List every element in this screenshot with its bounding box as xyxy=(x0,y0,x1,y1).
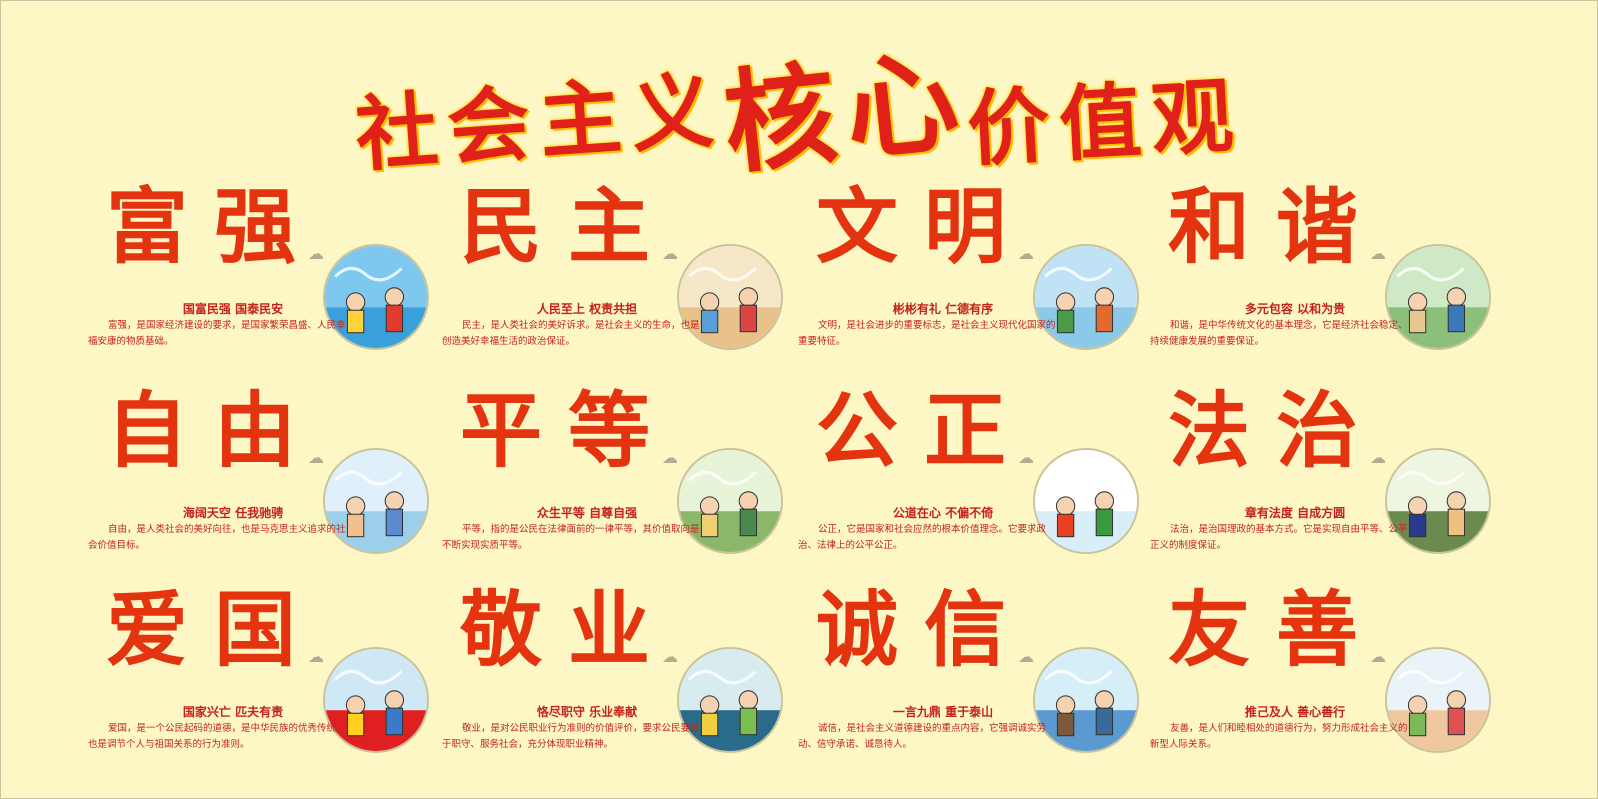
cloud-icon: ☁ xyxy=(662,448,678,467)
rocket-monument-illustration xyxy=(323,244,429,350)
cloud-icon: ☁ xyxy=(1370,647,1386,666)
cloud-icon: ☁ xyxy=(1370,244,1386,263)
value-description: 文明，是社会进步的重要标志，是社会主义现代化国家的重要特征。 xyxy=(798,320,1056,347)
value-description: 爱国，是一个公民起码的道德，是中华民族的优秀传统，也是调节个人与祖国关系的行为准… xyxy=(88,723,346,750)
value-title: 爱国 xyxy=(106,583,323,678)
value-description: 公正，它是国家和社会应然的根本价值理念。它要求政治、法律上的公平公正。 xyxy=(798,524,1047,551)
title-part-3: 价值观 xyxy=(965,67,1246,179)
value-title: 诚信 xyxy=(816,583,1033,678)
cloud-icon: ☁ xyxy=(308,448,324,467)
police-elder-illustration xyxy=(1385,448,1491,554)
value-title: 富强 xyxy=(106,180,323,275)
value-description: 敬业，是对公民职业行为准则的价值评价，要求公民要忠于职守、服务社会，充分体现职业… xyxy=(442,723,700,750)
value-description: 法治，是治国理政的基本方式。它是实现自由平等、公平正义的制度保证。 xyxy=(1150,524,1408,551)
value-motto: 国家兴亡 匹夫有责 xyxy=(182,705,284,719)
cloud-icon: ☁ xyxy=(308,647,324,666)
value-description: 和谐，是中华传统文化的基本理念，它是经济社会稳定、持续健康发展的重要保证。 xyxy=(1150,320,1408,347)
value-motto: 一言九鼎 重于泰山 xyxy=(892,705,994,719)
value-title: 法治 xyxy=(1168,384,1385,479)
value-motto: 国富民强 国泰民安 xyxy=(182,302,284,316)
title-part-2: 核心 xyxy=(717,34,975,191)
value-motto: 彬彬有礼 仁德有序 xyxy=(892,302,994,316)
value-motto: 海阔天空 任我驰骋 xyxy=(182,506,284,520)
value-card: 诚信 ☁ 一言九鼎 重于泰山 诚信，是社会主义道德建设的重点内容，它强调诚实劳动… xyxy=(798,585,1158,785)
value-description: 诚信，是社会主义道德建设的重点内容，它强调诚实劳动、信守承诺、诚恳待人。 xyxy=(798,723,1047,750)
value-card: 自由 ☁ 海阔天空 任我驰骋 自由，是人类社会的美好向往，也是马克思主义追求的社… xyxy=(88,386,448,586)
value-motto: 多元包容 以和为贵 xyxy=(1244,302,1346,316)
value-card: 公正 ☁ 公道在心 不偏不倚 公正，它是国家和社会应然的根本价值理念。它要求政治… xyxy=(798,386,1158,586)
value-title: 文明 xyxy=(816,180,1033,275)
value-description: 民主，是人类社会的美好诉求。是社会主义的生命，也是创造美好幸福生活的政治保证。 xyxy=(442,320,700,347)
shield-crowd-illustration xyxy=(1033,448,1139,554)
handshake-illustration xyxy=(1033,647,1139,753)
cloud-icon: ☁ xyxy=(1370,448,1386,467)
value-card: 和谐 ☁ 多元包容 以和为贵 和谐，是中华传统文化的基本理念，它是经济社会稳定、… xyxy=(1150,182,1510,382)
value-motto: 人民至上 权责共担 xyxy=(536,302,638,316)
value-motto: 恪尽职守 乐业奉献 xyxy=(536,705,638,719)
value-card: 民主 ☁ 人民至上 权责共担 民主，是人类社会的美好诉求。是社会主义的生命，也是… xyxy=(442,182,802,382)
value-title: 友善 xyxy=(1168,583,1385,678)
balance-scale-illustration xyxy=(677,448,783,554)
cloud-icon: ☁ xyxy=(662,647,678,666)
value-title: 民主 xyxy=(460,180,677,275)
value-card: 平等 ☁ 众生平等 自尊自强 平等，指的是公民在法律面前的一律平等，其价值取向是… xyxy=(442,386,802,586)
workers-illustration xyxy=(677,647,783,753)
value-motto: 章有法度 自成方圆 xyxy=(1244,506,1346,520)
page-title: 社会主义核心价值观 xyxy=(0,22,1598,191)
value-title: 自由 xyxy=(106,384,323,479)
flag-salute-illustration xyxy=(323,647,429,753)
value-title: 和谐 xyxy=(1168,180,1385,275)
value-title: 敬业 xyxy=(460,583,677,678)
cloud-icon: ☁ xyxy=(662,244,678,263)
value-card: 敬业 ☁ 恪尽职守 乐业奉献 敬业，是对公民职业行为准则的价值评价，要求公民要忠… xyxy=(442,585,802,785)
value-card: 爱国 ☁ 国家兴亡 匹夫有责 爱国，是一个公民起码的道德，是中华民族的优秀传统，… xyxy=(88,585,448,785)
people-voting-illustration xyxy=(677,244,783,350)
value-card: 友善 ☁ 推己及人 善心善行 友善，是人们和睦相处的道德行为，努力形成社会主义的… xyxy=(1150,585,1510,785)
value-motto: 推己及人 善心善行 xyxy=(1244,705,1346,719)
value-title: 公正 xyxy=(816,384,1033,479)
value-description: 富强，是国家经济建设的要求，是国家繁荣昌盛、人民幸福安康的物质基础。 xyxy=(88,320,346,347)
cloud-icon: ☁ xyxy=(1018,244,1034,263)
cloud-icon: ☁ xyxy=(1018,647,1034,666)
value-title: 平等 xyxy=(460,384,677,479)
cloud-icon: ☁ xyxy=(308,244,324,263)
value-motto: 众生平等 自尊自强 xyxy=(536,506,638,520)
dreaming-children-illustration xyxy=(323,448,429,554)
value-card: 富强 ☁ 国富民强 国泰民安 富强，是国家经济建设的要求，是国家繁荣昌盛、人民幸… xyxy=(88,182,448,382)
cloud-icon: ☁ xyxy=(1018,448,1034,467)
value-description: 自由，是人类社会的美好向往，也是马克思主义追求的社会价值目标。 xyxy=(88,524,346,551)
value-card: 文明 ☁ 彬彬有礼 仁德有序 文明，是社会进步的重要标志，是社会主义现代化国家的… xyxy=(798,182,1158,382)
value-description: 友善，是人们和睦相处的道德行为，努力形成社会主义的新型人际关系。 xyxy=(1150,723,1408,750)
value-description: 平等，指的是公民在法律面前的一律平等，其价值取向是不断实现实质平等。 xyxy=(442,524,700,551)
value-motto: 公道在心 不偏不倚 xyxy=(892,506,994,520)
value-card: 法治 ☁ 章有法度 自成方圆 法治，是治国理政的基本方式。它是实现自由平等、公平… xyxy=(1150,386,1510,586)
community-illustration xyxy=(1385,244,1491,350)
